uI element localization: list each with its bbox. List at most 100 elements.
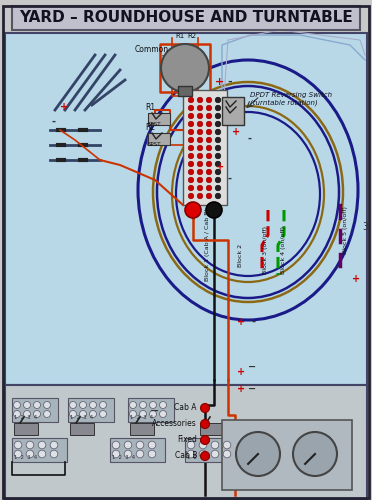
Text: +: + [60,102,68,112]
Circle shape [197,153,203,159]
Circle shape [44,402,51,408]
Text: 1  2  3  4: 1 2 3 4 [14,455,37,460]
Circle shape [197,145,203,151]
Text: +: + [232,127,240,137]
Text: +: + [237,367,245,377]
Circle shape [14,441,22,449]
Circle shape [90,410,96,418]
Circle shape [188,105,194,111]
Circle shape [13,410,20,418]
Text: Block 5 (on/off): Block 5 (on/off) [343,206,347,254]
Bar [130,423,154,435]
Text: 1  2  3  4: 1 2 3 4 [14,415,37,420]
Circle shape [215,193,221,199]
Circle shape [70,402,77,408]
Circle shape [129,410,137,418]
Circle shape [206,153,212,159]
Circle shape [197,121,203,127]
Bar [222,97,244,125]
Circle shape [206,129,212,135]
Circle shape [124,450,132,458]
Circle shape [160,410,167,418]
Circle shape [23,410,31,418]
Circle shape [99,402,106,408]
Circle shape [140,410,147,418]
Circle shape [70,410,77,418]
Text: Cab B: Cab B [174,452,197,460]
Circle shape [206,121,212,127]
Circle shape [188,153,194,159]
Circle shape [197,137,203,143]
Text: -: - [228,174,232,184]
Circle shape [187,441,195,449]
Text: Cab A: Cab A [174,404,197,412]
Circle shape [215,177,221,183]
Text: 1  2  3  4: 1 2 3 4 [187,455,210,460]
Text: DPDT Reversing Switch
(turntable rotation): DPDT Reversing Switch (turntable rotatio… [250,92,332,106]
Circle shape [160,402,167,408]
Text: −: − [150,406,159,416]
Text: R2: R2 [145,123,155,132]
Circle shape [215,113,221,119]
Circle shape [148,450,156,458]
Text: -: - [336,262,340,272]
Circle shape [112,441,120,449]
Text: 1  2  3  4: 1 2 3 4 [112,455,135,460]
Circle shape [215,145,221,151]
Circle shape [197,193,203,199]
Text: -: - [52,117,56,127]
Circle shape [136,441,144,449]
Circle shape [99,410,106,418]
Circle shape [80,402,87,408]
Text: 3: 3 [362,222,368,232]
Circle shape [33,402,41,408]
Circle shape [150,402,157,408]
Circle shape [26,441,34,449]
Text: SPST: SPST [148,122,161,127]
Circle shape [215,121,221,127]
Circle shape [197,161,203,167]
Circle shape [50,441,58,449]
Circle shape [215,169,221,175]
Circle shape [206,185,212,191]
Circle shape [201,436,209,444]
Circle shape [33,410,41,418]
Text: +: + [215,77,224,87]
Text: +: + [216,162,224,172]
Circle shape [188,121,194,127]
Text: 1  2  3  4: 1 2 3 4 [130,415,153,420]
Circle shape [215,129,221,135]
Circle shape [223,450,231,458]
Circle shape [14,450,22,458]
Text: +: + [237,317,245,327]
Circle shape [215,161,221,167]
Bar [178,86,192,96]
Bar [110,438,165,462]
Circle shape [201,452,209,460]
Circle shape [201,404,209,412]
Circle shape [50,450,58,458]
Circle shape [215,137,221,143]
Circle shape [187,450,195,458]
Circle shape [223,441,231,449]
Bar [12,438,67,462]
Circle shape [188,145,194,151]
Bar [5,385,367,500]
Circle shape [188,137,194,143]
Circle shape [38,441,46,449]
Circle shape [197,129,203,135]
Bar [14,423,38,435]
Circle shape [206,97,212,103]
Circle shape [23,402,31,408]
Text: R1: R1 [175,33,184,39]
Text: −: − [248,384,256,394]
Circle shape [188,113,194,119]
Circle shape [201,420,209,428]
Text: SPST: SPST [148,142,161,147]
Bar [183,90,227,205]
Circle shape [26,450,34,458]
Circle shape [188,129,194,135]
Circle shape [293,432,337,476]
FancyBboxPatch shape [12,6,360,30]
Bar [12,398,58,422]
